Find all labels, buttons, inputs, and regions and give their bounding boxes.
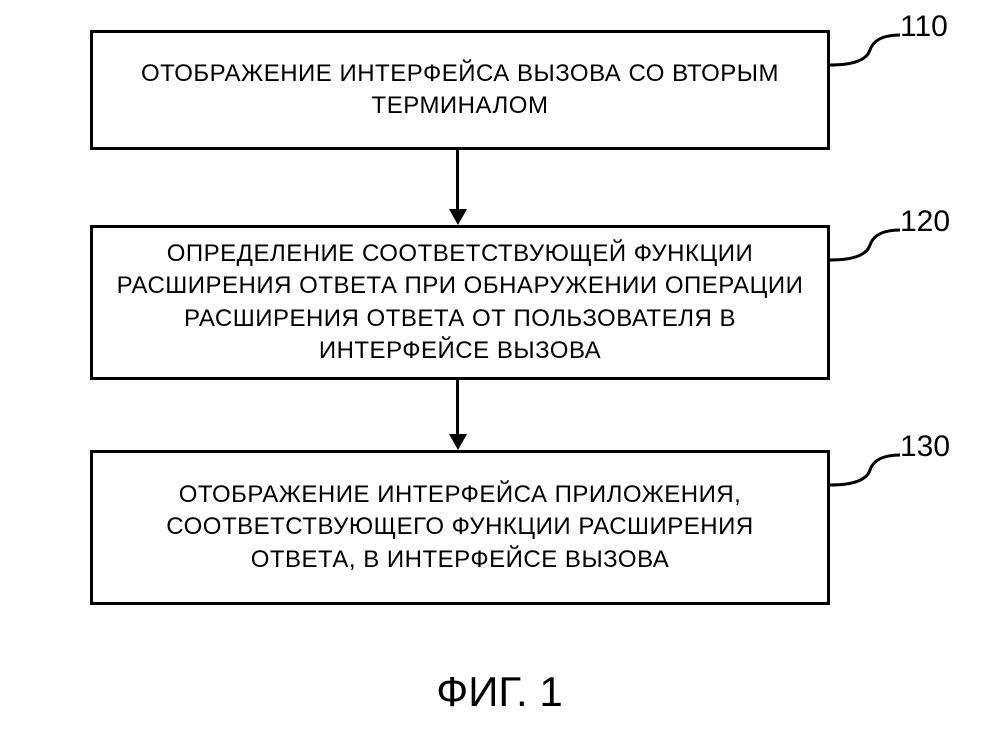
- flow-node-1-text: ОТОБРАЖЕНИЕ ИНТЕРФЕЙСА ВЫЗОВА СО ВТОРЫМ …: [113, 58, 807, 123]
- figure-caption: ФИГ. 1: [0, 668, 999, 716]
- flow-node-3-label: 130: [900, 430, 950, 464]
- arrow-1-line: [456, 150, 459, 209]
- flow-node-2: ОПРЕДЕЛЕНИЕ СООТВЕТСТВУЮЩЕЙ ФУНКЦИИ РАСШ…: [90, 225, 830, 380]
- flow-node-2-text: ОПРЕДЕЛЕНИЕ СООТВЕТСТВУЮЩЕЙ ФУНКЦИИ РАСШ…: [113, 238, 807, 368]
- flow-node-1: ОТОБРАЖЕНИЕ ИНТЕРФЕЙСА ВЫЗОВА СО ВТОРЫМ …: [90, 30, 830, 150]
- flow-node-1-label: 110: [900, 10, 948, 44]
- flow-node-2-label: 120: [900, 205, 950, 239]
- arrow-2-head: [449, 434, 467, 450]
- flow-node-3: ОТОБРАЖЕНИЕ ИНТЕРФЕЙСА ПРИЛОЖЕНИЯ, СООТВ…: [90, 450, 830, 605]
- flowchart-container: ОТОБРАЖЕНИЕ ИНТЕРФЕЙСА ВЫЗОВА СО ВТОРЫМ …: [0, 0, 999, 750]
- callout-curve-1: [830, 30, 900, 100]
- arrow-2-line: [456, 380, 459, 434]
- flow-node-3-text: ОТОБРАЖЕНИЕ ИНТЕРФЕЙСА ПРИЛОЖЕНИЯ, СООТВ…: [113, 479, 807, 576]
- callout-curve-3: [830, 450, 900, 520]
- arrow-1-head: [449, 209, 467, 225]
- callout-curve-2: [830, 225, 900, 295]
